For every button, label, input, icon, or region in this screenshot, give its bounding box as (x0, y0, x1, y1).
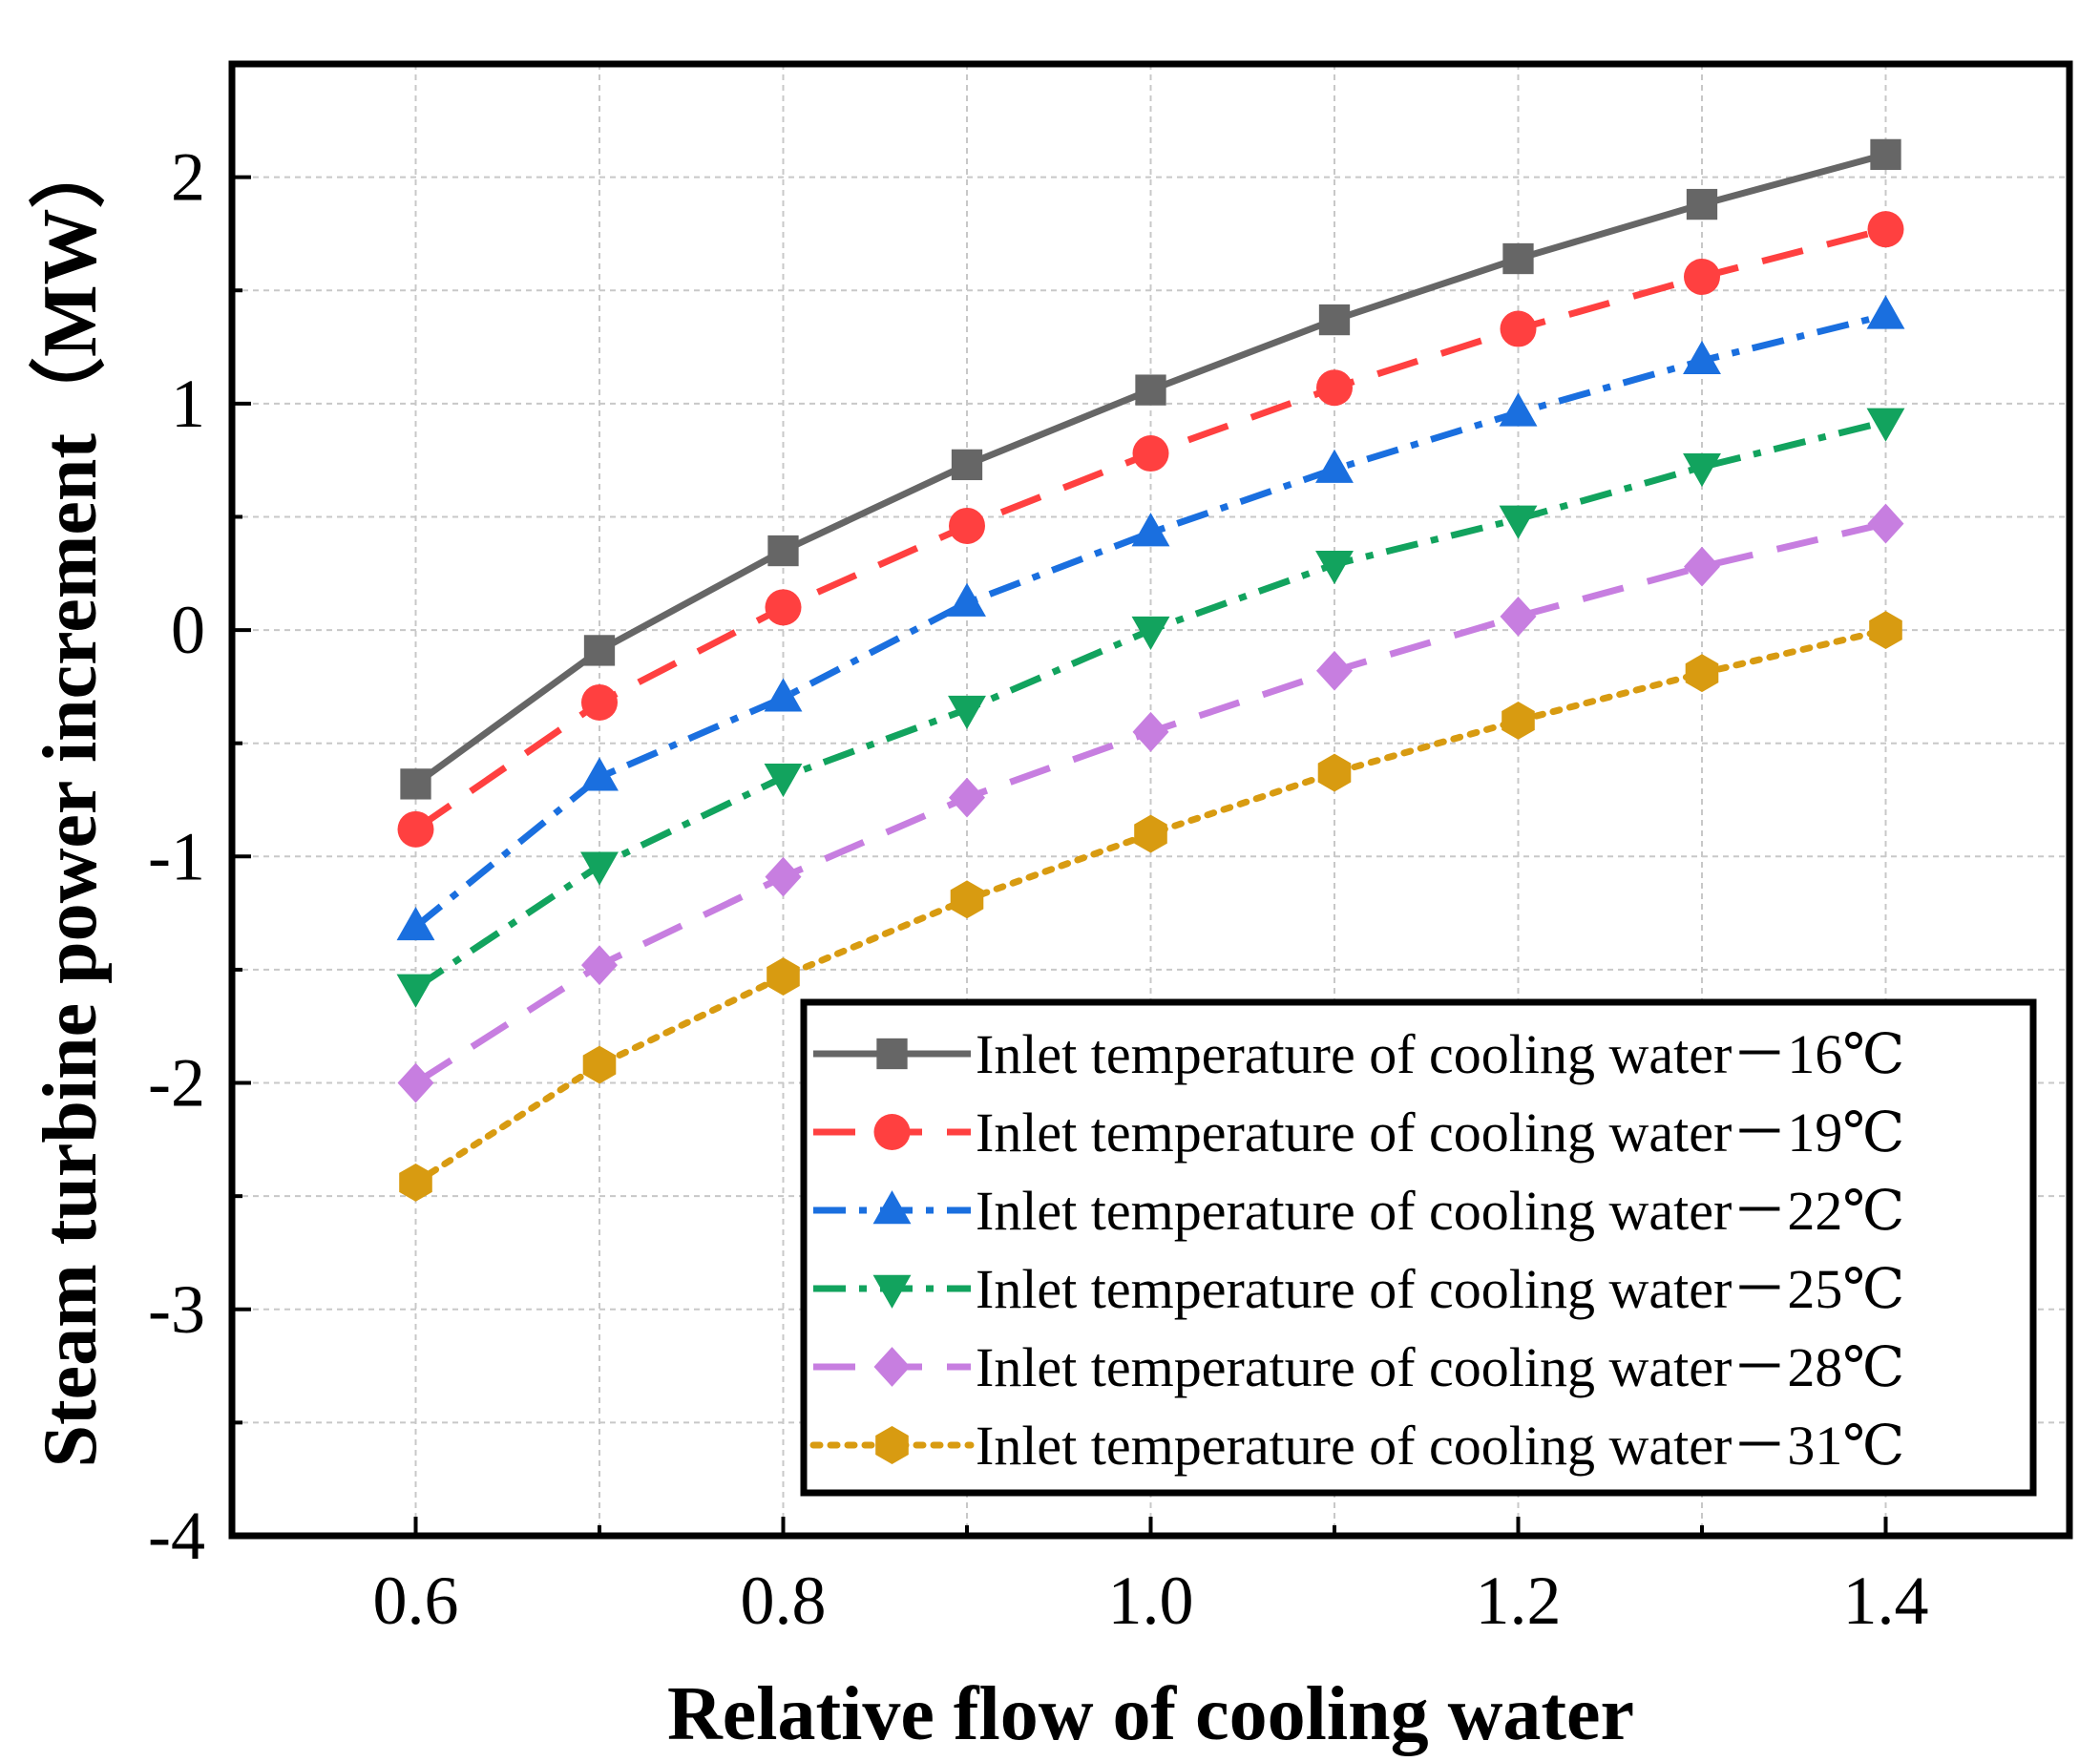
data-point (949, 777, 985, 818)
data-point (1686, 188, 1718, 220)
data-point (1684, 258, 1720, 295)
y-axis-title: Steam turbine power increment（MW） (29, 132, 113, 1467)
legend-swatch-marker (872, 1190, 912, 1225)
legend-item: Inlet temperature of cooling water－22℃ (813, 1180, 1904, 1242)
data-point (397, 810, 434, 848)
data-point (1870, 138, 1901, 171)
series-4 (396, 408, 1905, 1008)
x-tick-label: 1.2 (1476, 1563, 1562, 1639)
data-point (581, 683, 618, 721)
data-point (1499, 392, 1538, 427)
legend-swatch-marker (876, 1038, 908, 1070)
data-point (765, 856, 802, 897)
data-point (1684, 546, 1720, 587)
data-point (950, 880, 984, 919)
data-point (1315, 449, 1354, 483)
axis-ticks (232, 175, 1888, 1536)
x-axis-title: Relative flow of cooling water (667, 1672, 1634, 1756)
data-point (1499, 505, 1538, 539)
data-point (1132, 711, 1169, 752)
data-point (1316, 650, 1353, 691)
data-point (1866, 408, 1905, 442)
legend-swatch-marker (873, 1114, 911, 1150)
legend-swatch-marker (875, 1426, 909, 1464)
x-tick-label: 0.8 (741, 1563, 827, 1639)
series-line (413, 311, 1887, 930)
legend-item: Inlet temperature of cooling water－19℃ (813, 1101, 1904, 1164)
data-point (580, 851, 619, 886)
data-point (580, 757, 619, 791)
data-point (396, 974, 435, 1008)
series-2 (397, 211, 1904, 848)
legend-label: Inlet temperature of cooling water－19℃ (976, 1101, 1904, 1164)
legend-item: Inlet temperature of cooling water－28℃ (813, 1336, 1904, 1398)
data-point (1683, 340, 1721, 375)
legend-swatch-marker (872, 1274, 912, 1309)
legend-label: Inlet temperature of cooling water－31℃ (976, 1415, 1904, 1477)
data-point (1867, 503, 1904, 544)
data-point (951, 449, 983, 481)
legend-label: Inlet temperature of cooling water－16℃ (976, 1023, 1904, 1085)
data-point (1685, 654, 1719, 693)
data-point (1317, 753, 1352, 792)
data-point (767, 535, 799, 567)
series-3 (396, 295, 1905, 941)
data-point (764, 764, 803, 798)
data-point (1500, 310, 1537, 347)
legend-swatch-marker (873, 1347, 911, 1387)
data-point (1683, 453, 1721, 488)
data-point (1318, 304, 1351, 336)
data-point (1502, 702, 1535, 740)
legend-label: Inlet temperature of cooling water－25℃ (976, 1258, 1904, 1320)
legend: Inlet temperature of cooling water－16℃ In… (800, 998, 2037, 1497)
legend-label: Inlet temperature of cooling water－28℃ (976, 1336, 1904, 1398)
y-tick-label: -4 (148, 1498, 205, 1574)
data-point (1502, 242, 1534, 275)
data-point (1315, 551, 1354, 585)
data-point (1867, 211, 1904, 248)
data-point (1500, 596, 1537, 637)
y-tick-label: -1 (148, 818, 205, 894)
y-tick-label: 2 (171, 139, 205, 216)
series-5 (397, 503, 1904, 1103)
data-point (764, 678, 803, 712)
data-point (948, 695, 986, 730)
legend-item: Inlet temperature of cooling water－16℃ (813, 1023, 1904, 1085)
data-point (1869, 611, 1902, 649)
y-tick-label: -3 (148, 1271, 205, 1348)
data-point (949, 507, 985, 544)
data-point (765, 589, 802, 626)
x-tick-label: 1.0 (1108, 1563, 1194, 1639)
data-point (766, 957, 800, 996)
x-tick-label: 0.6 (373, 1563, 459, 1639)
legend-box (800, 998, 2037, 1497)
data-point (397, 1062, 434, 1103)
data-point (396, 906, 435, 941)
data-point (1866, 295, 1905, 329)
data-point (948, 582, 986, 617)
series-6 (399, 611, 1902, 1202)
data-point (1134, 814, 1167, 853)
data-point (1131, 616, 1170, 650)
series-group (396, 138, 1905, 1202)
series-1 (400, 138, 1901, 800)
legend-item: Inlet temperature of cooling water－25℃ (813, 1258, 1904, 1320)
y-tick-label: 0 (171, 592, 205, 668)
data-point (1132, 435, 1169, 472)
data-point (399, 1164, 432, 1202)
data-point (400, 768, 431, 800)
legend-item: Inlet temperature of cooling water－31℃ (809, 1415, 1904, 1477)
data-point (581, 945, 618, 986)
x-tick-label: 1.4 (1843, 1563, 1929, 1639)
y-tick-label: 1 (171, 366, 205, 442)
tick-labels: 0.6 0.8 1.0 1.2 1.4 -4 -3 -2 -1 0 1 2 (148, 139, 1928, 1639)
data-point (583, 635, 616, 666)
data-point (1316, 369, 1353, 407)
data-point (1135, 374, 1166, 406)
data-point (1131, 513, 1170, 547)
legend-label: Inlet temperature of cooling water－22℃ (976, 1180, 1904, 1242)
y-tick-label: -2 (148, 1045, 205, 1122)
data-point (582, 1045, 617, 1084)
